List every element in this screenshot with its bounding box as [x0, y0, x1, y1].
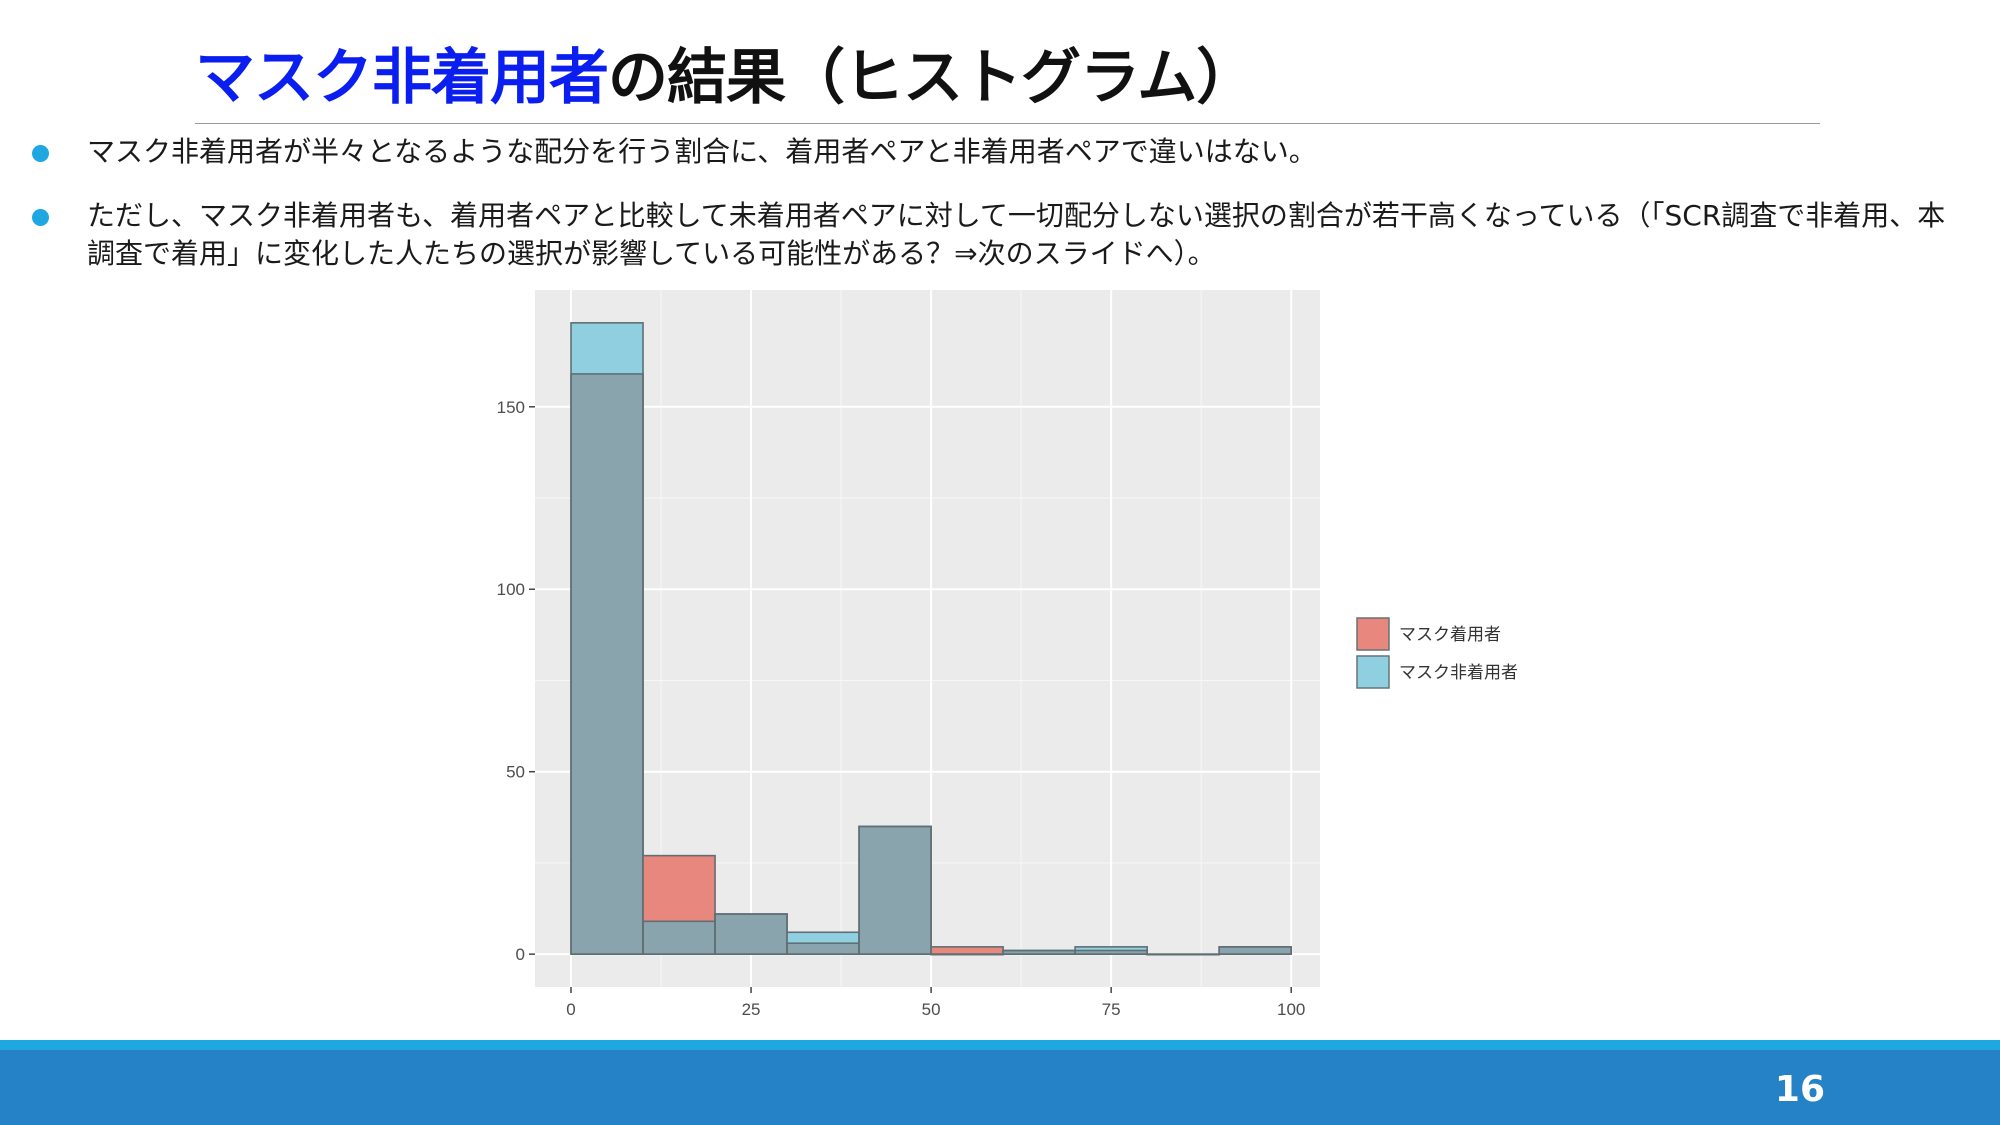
histogram-bar-overlap	[715, 914, 788, 955]
histogram-bar-nonwearing	[787, 932, 860, 944]
histogram-bar-overlap	[787, 943, 860, 955]
y-tick-label: 50	[506, 763, 525, 782]
footer-stripe	[0, 1040, 2000, 1050]
histogram-bar-overlap	[1219, 946, 1292, 955]
histogram-bar-overlap	[643, 921, 716, 955]
legend-label: マスク着用者	[1399, 625, 1501, 645]
bullet-text: ただし、マスク非着用者も、着用者ペアと比較して未着用者ペアに対して一切配分しない…	[87, 199, 1946, 270]
footer-bar	[0, 1050, 2000, 1125]
legend-swatch-nonwearing	[1356, 655, 1390, 689]
histogram-bar-wearing	[931, 946, 1004, 955]
histogram-bar-wearing	[643, 855, 716, 922]
x-tick-label: 0	[566, 1000, 575, 1019]
slide-title-accent: マスク非着用者	[195, 43, 609, 113]
legend-swatch-wearing	[1356, 617, 1390, 651]
histogram-bar-overlap	[1075, 950, 1148, 955]
page-number: 16	[1774, 1069, 1825, 1110]
legend-label: マスク非着用者	[1399, 663, 1518, 683]
histogram-bar-outline-nonwearing	[930, 953, 1004, 956]
x-tick-label: 25	[742, 1000, 761, 1019]
histogram-bar-overlap	[571, 373, 644, 955]
histogram-bar-outline-nonwearing	[1218, 946, 1292, 955]
y-tick-label: 0	[516, 945, 525, 964]
bullet-dot-icon	[32, 209, 49, 226]
histogram-bar-overlap	[1003, 950, 1076, 955]
histogram-bar-nonwearing	[1075, 946, 1148, 951]
y-tick-label: 150	[497, 398, 525, 417]
x-tick-label: 100	[1277, 1000, 1305, 1019]
histogram-bar-outline-nonwearing	[858, 825, 932, 955]
bullet-text: マスク非着用者が半々となるような配分を行う割合に、着用者ペアと非着用者ペアで違い…	[87, 135, 1317, 168]
x-tick-label: 50	[922, 1000, 941, 1019]
slide-title: マスク非着用者の結果（ヒストグラム）	[195, 38, 1256, 118]
x-tick-label: 75	[1102, 1000, 1121, 1019]
histogram-bar-outline-nonwearing	[1074, 946, 1148, 955]
slide-title-rest: の結果（ヒストグラム）	[608, 43, 1256, 113]
y-tick-label: 100	[497, 580, 525, 599]
title-divider	[195, 123, 1820, 124]
histogram-bar-outline-nonwearing	[570, 322, 644, 955]
bullet-dot-icon	[32, 145, 49, 162]
histogram-bar-nonwearing	[571, 322, 644, 374]
histogram-bar-outline-nonwearing	[1146, 953, 1220, 956]
histogram-bar-overlap	[859, 826, 932, 955]
